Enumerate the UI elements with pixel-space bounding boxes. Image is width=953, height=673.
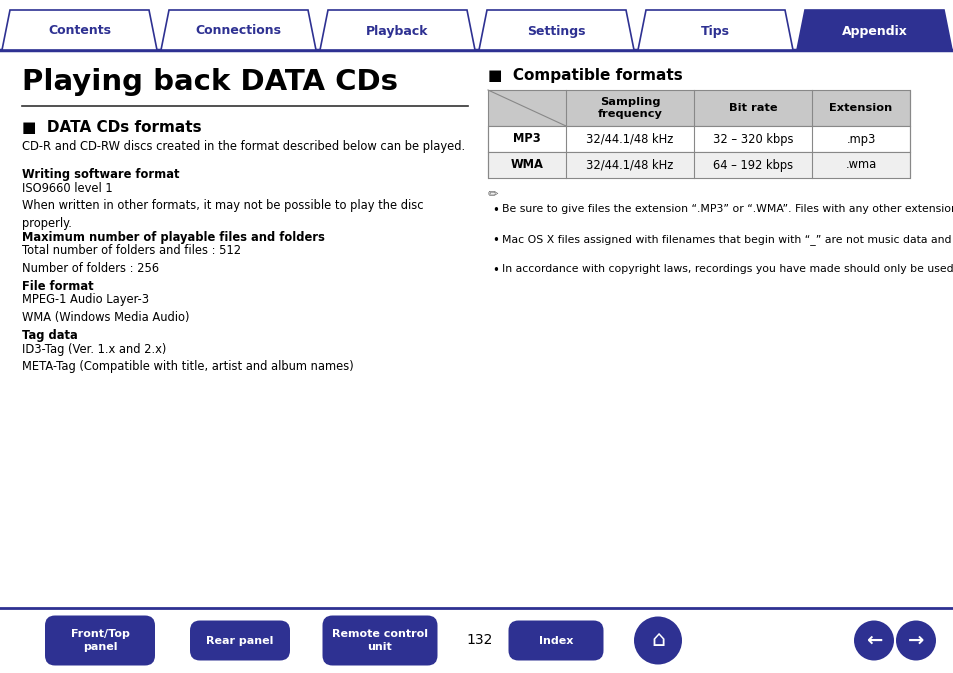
FancyBboxPatch shape: [508, 621, 603, 660]
Circle shape: [853, 621, 893, 660]
Text: ■  Compatible formats: ■ Compatible formats: [488, 68, 682, 83]
FancyBboxPatch shape: [190, 621, 290, 660]
Text: Playing back DATA CDs: Playing back DATA CDs: [22, 68, 397, 96]
Text: ■  DATA CDs formats: ■ DATA CDs formats: [22, 120, 201, 135]
Text: Connections: Connections: [195, 24, 281, 38]
Text: Be sure to give files the extension “.MP3” or “.WMA”. Files with any other exten: Be sure to give files the extension “.MP…: [501, 204, 953, 214]
Bar: [488, 126, 909, 152]
Text: .mp3: .mp3: [845, 133, 875, 145]
Text: Writing software format: Writing software format: [22, 168, 179, 181]
Polygon shape: [2, 10, 157, 50]
Text: •: •: [492, 204, 498, 217]
Polygon shape: [638, 10, 792, 50]
Text: Index: Index: [538, 635, 573, 645]
Bar: [488, 90, 909, 126]
Text: Remote control
unit: Remote control unit: [332, 629, 428, 651]
Text: ⌂: ⌂: [650, 631, 664, 651]
Text: 64 – 192 kbps: 64 – 192 kbps: [712, 159, 792, 172]
Text: WMA: WMA: [510, 159, 543, 172]
Text: •: •: [492, 264, 498, 277]
Text: Appendix: Appendix: [841, 24, 906, 38]
Text: Maximum number of playable files and folders: Maximum number of playable files and fol…: [22, 230, 325, 244]
Text: Rear panel: Rear panel: [206, 635, 274, 645]
Text: ←: ←: [865, 631, 882, 650]
Polygon shape: [161, 10, 315, 50]
Text: Extension: Extension: [828, 103, 892, 113]
Text: 132: 132: [466, 633, 493, 647]
Text: Tag data: Tag data: [22, 328, 77, 341]
Text: Total number of folders and files : 512
Number of folders : 256: Total number of folders and files : 512 …: [22, 244, 241, 275]
Text: 32 – 320 kbps: 32 – 320 kbps: [712, 133, 792, 145]
Text: MPEG-1 Audio Layer-3
WMA (Windows Media Audio): MPEG-1 Audio Layer-3 WMA (Windows Media …: [22, 293, 190, 324]
Text: →: →: [907, 631, 923, 650]
Circle shape: [895, 621, 935, 660]
Text: CD-R and CD-RW discs created in the format described below can be played.: CD-R and CD-RW discs created in the form…: [22, 140, 465, 153]
Text: Settings: Settings: [527, 24, 585, 38]
Text: ISO9660 level 1
When written in other formats, it may not be possible to play th: ISO9660 level 1 When written in other fo…: [22, 182, 423, 230]
Text: Tips: Tips: [700, 24, 729, 38]
Text: Front/Top
panel: Front/Top panel: [71, 629, 130, 651]
Text: 32/44.1/48 kHz: 32/44.1/48 kHz: [586, 159, 673, 172]
Text: Mac OS X files assigned with filenames that begin with “_” are not music data an: Mac OS X files assigned with filenames t…: [501, 234, 953, 245]
Circle shape: [634, 616, 681, 664]
Polygon shape: [319, 10, 475, 50]
Text: Playback: Playback: [366, 24, 428, 38]
Text: •: •: [492, 234, 498, 247]
Polygon shape: [478, 10, 634, 50]
Text: .wma: .wma: [844, 159, 876, 172]
Text: Sampling
frequency: Sampling frequency: [597, 97, 661, 119]
Text: MP3: MP3: [513, 133, 540, 145]
Text: File format: File format: [22, 279, 93, 293]
Polygon shape: [796, 10, 951, 50]
Text: 32/44.1/48 kHz: 32/44.1/48 kHz: [586, 133, 673, 145]
FancyBboxPatch shape: [322, 616, 437, 666]
FancyBboxPatch shape: [45, 616, 154, 666]
Bar: [488, 152, 909, 178]
Text: In accordance with copyright laws, recordings you have made should only be used : In accordance with copyright laws, recor…: [501, 264, 953, 274]
Text: ✏: ✏: [488, 188, 498, 201]
Text: ID3-Tag (Ver. 1.x and 2.x)
META-Tag (Compatible with title, artist and album nam: ID3-Tag (Ver. 1.x and 2.x) META-Tag (Com…: [22, 343, 354, 373]
Text: Contents: Contents: [48, 24, 111, 38]
Text: Bit rate: Bit rate: [728, 103, 777, 113]
